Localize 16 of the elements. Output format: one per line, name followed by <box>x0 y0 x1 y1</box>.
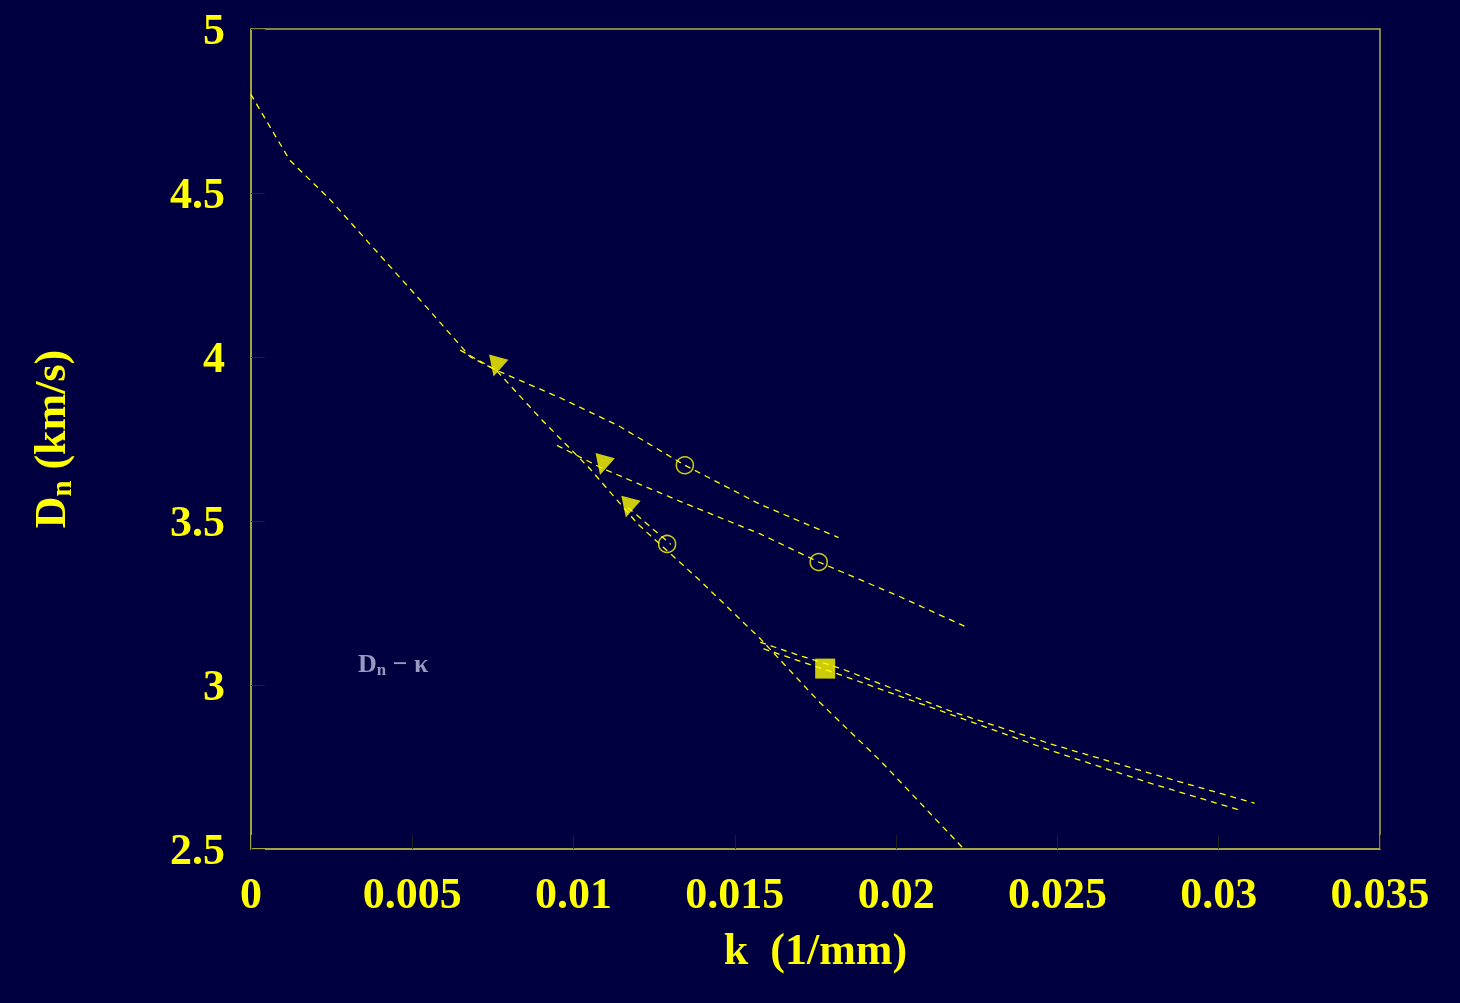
y-tick-label: 3.5 <box>170 496 225 546</box>
y-axis-title: Dn (km/s) <box>26 349 77 529</box>
x-tick-label: 0.035 <box>1330 868 1430 918</box>
x-tick-label: 0.03 <box>1180 868 1258 918</box>
x-tick-label: 0.025 <box>1007 868 1107 918</box>
x-tick-label: 0.005 <box>362 868 462 918</box>
y-tick-label: 3 <box>203 660 225 710</box>
y-tick-label: 4.5 <box>170 168 225 218</box>
y-tick-label: 2.5 <box>170 824 225 874</box>
y-tick-label: 4 <box>203 332 225 382</box>
x-tick-label: 0.02 <box>857 868 935 918</box>
x-axis-title: k (1/mm) <box>723 924 908 974</box>
x-tick-label: 0 <box>240 868 262 918</box>
x-tick-label: 0.01 <box>535 868 613 918</box>
y-tick-label: 5 <box>203 4 225 54</box>
x-tick-label: 0.015 <box>685 868 785 918</box>
